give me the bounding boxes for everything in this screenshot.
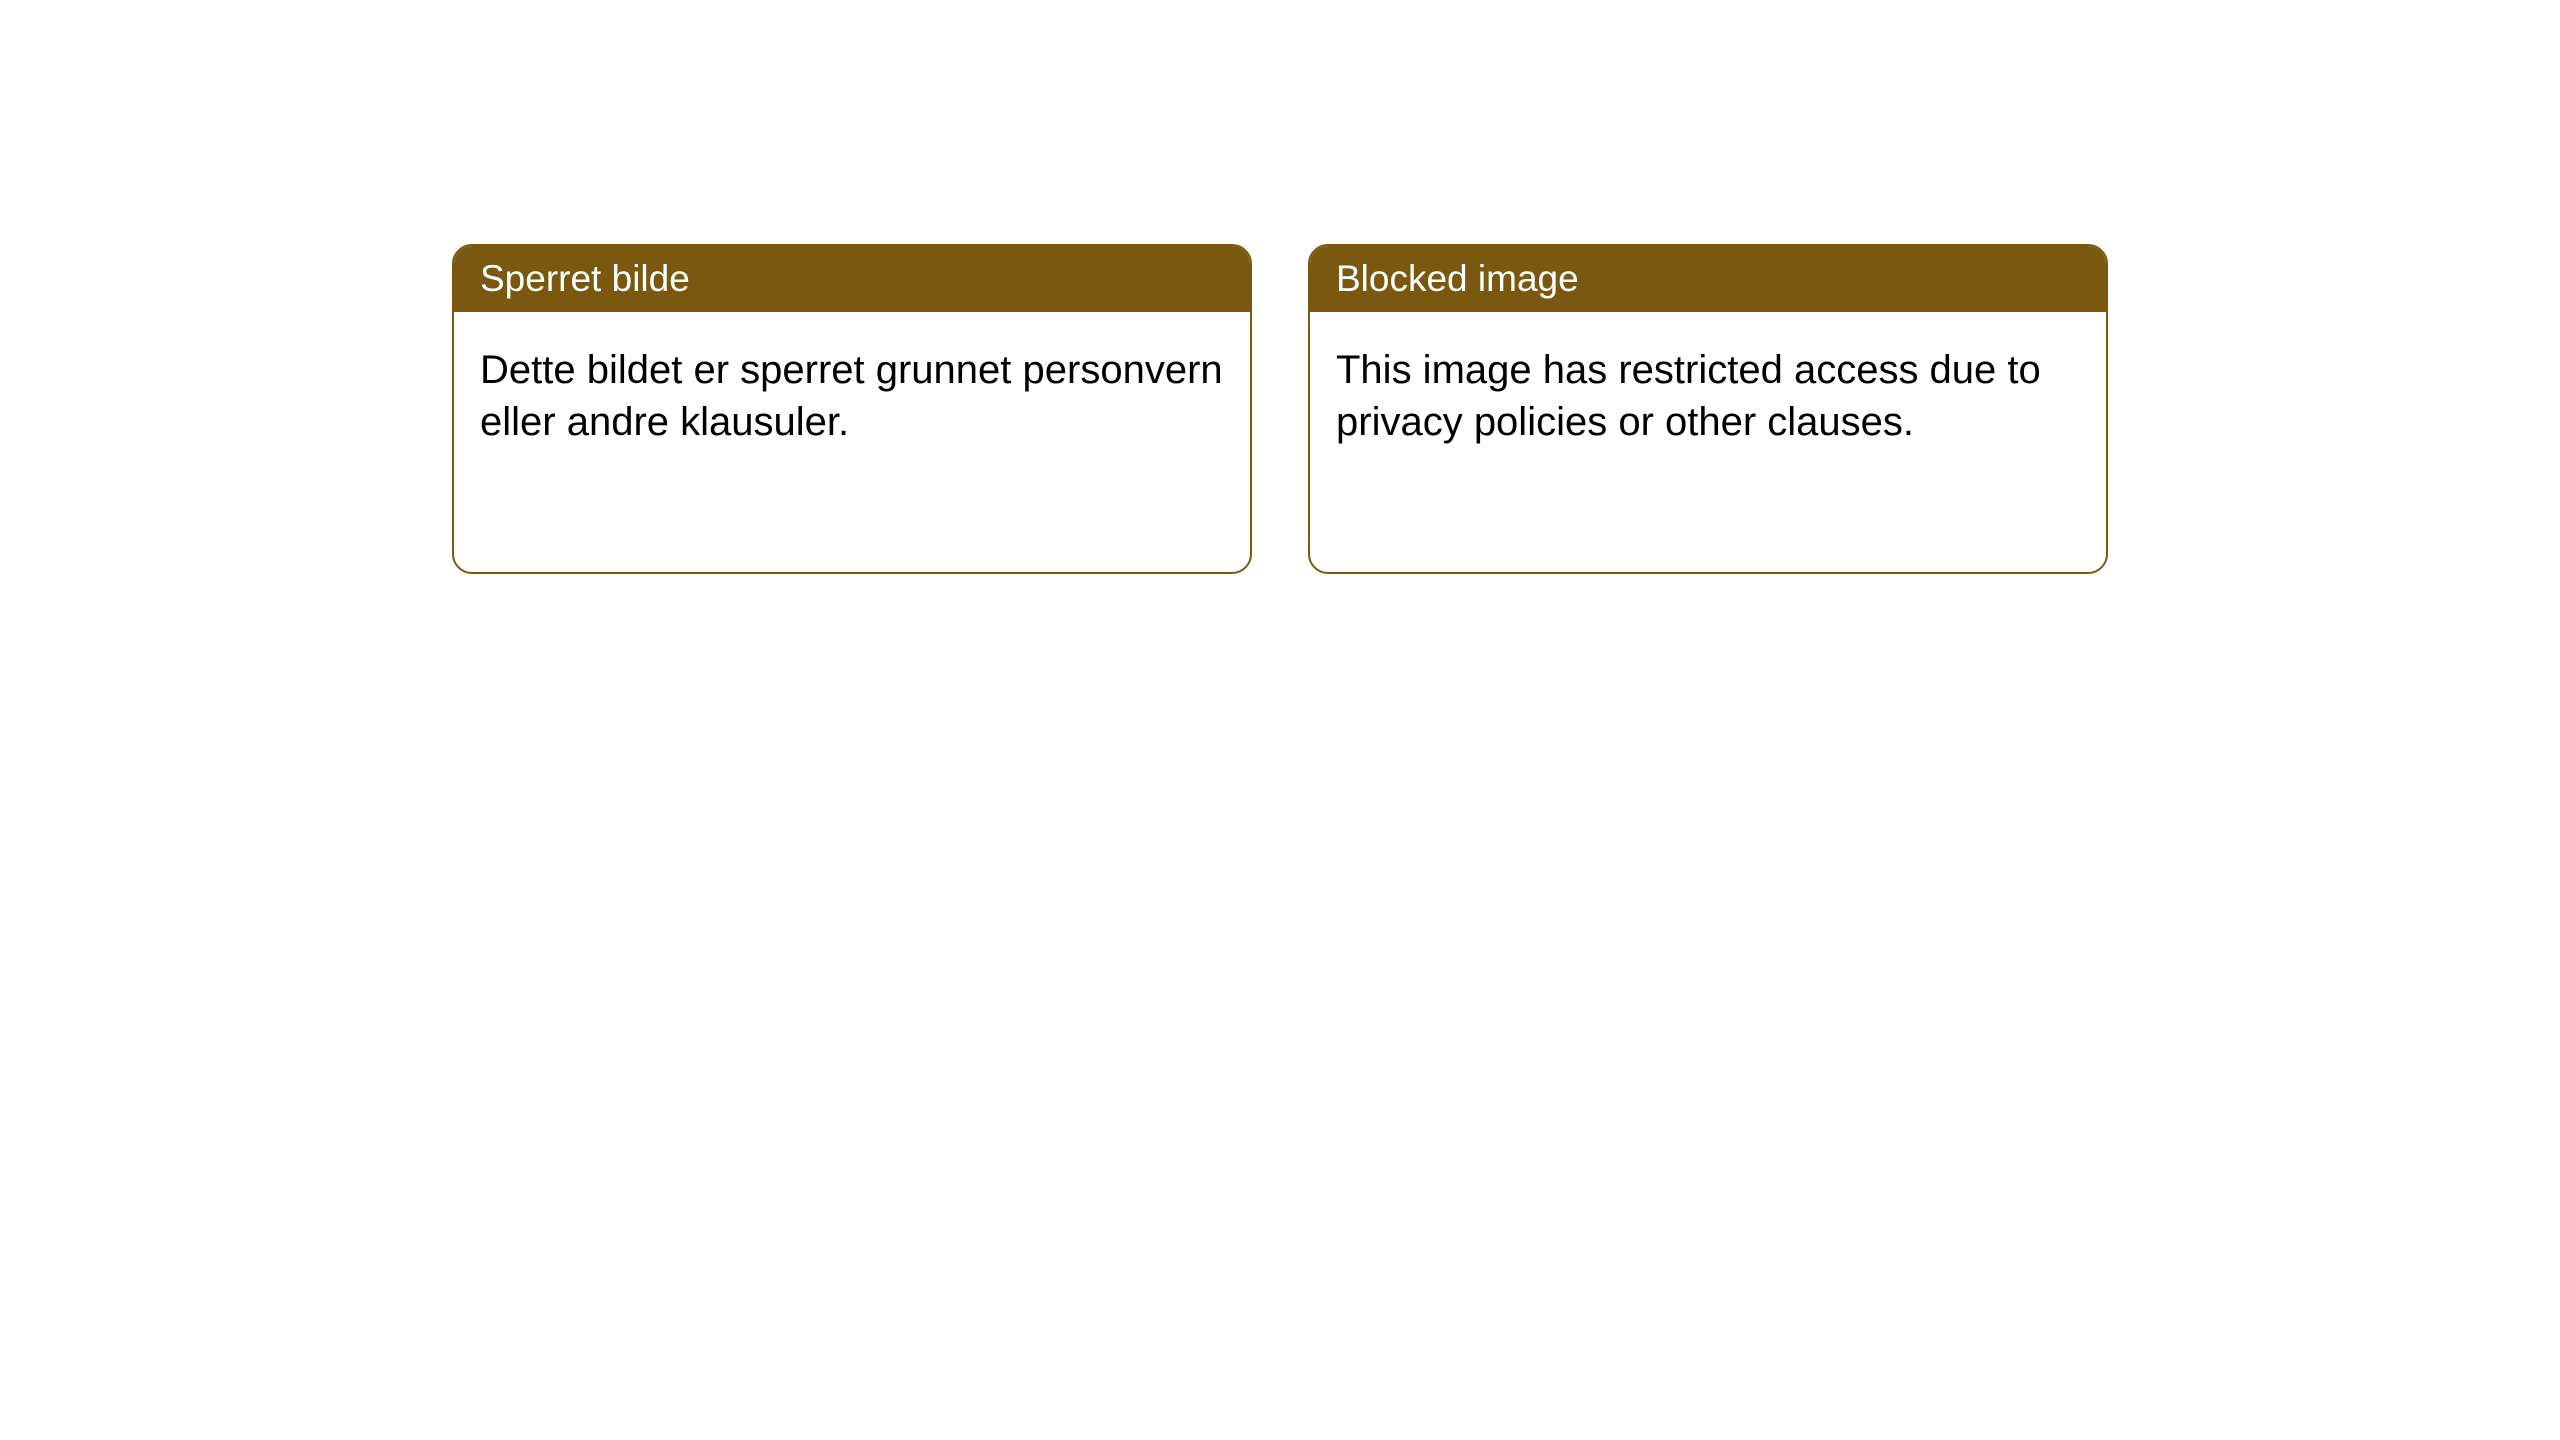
card-body-english: This image has restricted access due to … bbox=[1310, 312, 2106, 480]
card-english: Blocked image This image has restricted … bbox=[1308, 244, 2108, 574]
header-text: Blocked image bbox=[1336, 258, 1579, 299]
message-container: Sperret bilde Dette bildet er sperret gr… bbox=[452, 244, 2108, 574]
card-body-norwegian: Dette bildet er sperret grunnet personve… bbox=[454, 312, 1250, 480]
body-text: This image has restricted access due to … bbox=[1336, 348, 2041, 444]
card-header-english: Blocked image bbox=[1310, 246, 2106, 312]
card-norwegian: Sperret bilde Dette bildet er sperret gr… bbox=[452, 244, 1252, 574]
header-text: Sperret bilde bbox=[480, 258, 690, 299]
card-header-norwegian: Sperret bilde bbox=[454, 246, 1250, 312]
body-text: Dette bildet er sperret grunnet personve… bbox=[480, 348, 1223, 444]
